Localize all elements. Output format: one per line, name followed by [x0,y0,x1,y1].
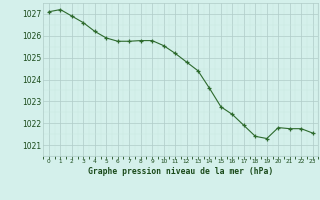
X-axis label: Graphe pression niveau de la mer (hPa): Graphe pression niveau de la mer (hPa) [88,167,273,176]
